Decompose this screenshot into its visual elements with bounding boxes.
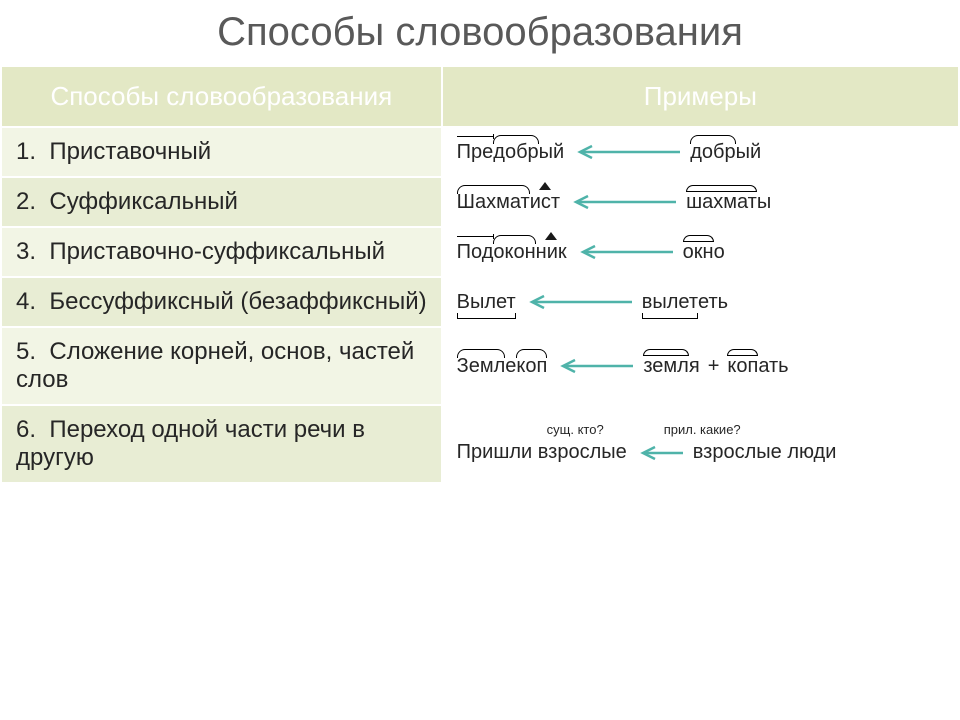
table-row: 1. Приставочный Предобрый добрый bbox=[1, 127, 959, 177]
arrow-icon bbox=[524, 293, 634, 311]
derived-phrase: Пришли взрослые bbox=[457, 441, 627, 464]
pos-label: сущ. кто? bbox=[547, 422, 604, 437]
root: окон bbox=[493, 241, 535, 264]
derived-word: Шахматист bbox=[457, 191, 560, 214]
arrow-icon bbox=[635, 444, 685, 462]
source-word: шахматы bbox=[686, 191, 771, 214]
root: Земл bbox=[457, 355, 506, 378]
arrow-icon bbox=[555, 357, 635, 375]
root: коп bbox=[727, 355, 758, 378]
root: окн bbox=[683, 241, 714, 264]
ending: я bbox=[689, 355, 700, 377]
link-vowel: е bbox=[505, 355, 516, 377]
ending: ый bbox=[736, 141, 762, 163]
method-cell: 2. Суффиксальный bbox=[1, 177, 442, 227]
example-cell: Вылет вылететь bbox=[442, 277, 959, 327]
ending: о bbox=[714, 241, 725, 263]
col-examples: Примеры bbox=[442, 66, 959, 127]
row-num: 1. bbox=[16, 138, 36, 165]
suffix: ник bbox=[536, 241, 567, 264]
plus-sign: + bbox=[708, 355, 720, 378]
col-method: Способы словообразования bbox=[1, 66, 442, 127]
source-phrase: взрослые люди bbox=[693, 441, 837, 464]
table-row: 3. Приставочно-суффиксальный Подоконник … bbox=[1, 227, 959, 277]
root: добр bbox=[493, 141, 538, 164]
method-cell: 4. Бессуффиксный (безаффиксный) bbox=[1, 277, 442, 327]
base: Вылет bbox=[457, 291, 516, 314]
derived-word: Землекоп bbox=[457, 355, 548, 378]
example-cell: сущ. кто? прил. какие? Пришли взрослые в… bbox=[442, 405, 959, 483]
method-label: Переход одной части речи в другую bbox=[16, 416, 365, 471]
ending: еть bbox=[698, 291, 728, 313]
method-cell: 3. Приставочно-суффиксальный bbox=[1, 227, 442, 277]
row-num: 5. bbox=[16, 338, 36, 365]
page-title: Способы словообразования bbox=[0, 0, 960, 65]
table-header-row: Способы словообразования Примеры bbox=[1, 66, 959, 127]
method-cell: 5. Сложение корней, основ, частей слов bbox=[1, 327, 442, 405]
example-cell: Шахматист шахматы bbox=[442, 177, 959, 227]
derived-word: Вылет bbox=[457, 291, 516, 314]
prefix: Под bbox=[457, 241, 494, 264]
root: земл bbox=[643, 355, 689, 378]
pos-label: прил. какие? bbox=[664, 422, 741, 437]
derived-word: Подоконник bbox=[457, 241, 567, 264]
method-cell: 1. Приставочный bbox=[1, 127, 442, 177]
method-cell: 6. Переход одной части речи в другую bbox=[1, 405, 442, 483]
arrow-icon bbox=[575, 243, 675, 261]
example-cell: Подоконник окно bbox=[442, 227, 959, 277]
arrow-icon bbox=[568, 193, 678, 211]
arrow-icon bbox=[572, 143, 682, 161]
row-num: 4. bbox=[16, 288, 36, 315]
table-row: 5. Сложение корней, основ, частей слов З… bbox=[1, 327, 959, 405]
method-label: Суффиксальный bbox=[49, 188, 238, 215]
ending: ать bbox=[758, 355, 788, 377]
root: Шахмат bbox=[457, 191, 530, 214]
method-label: Сложение корней, основ, частей слов bbox=[16, 338, 414, 393]
base: вылет bbox=[642, 291, 698, 314]
method-label: Приставочный bbox=[49, 138, 211, 165]
root: коп bbox=[516, 355, 547, 378]
source-word-2: копать bbox=[727, 355, 788, 378]
row-num: 6. bbox=[16, 416, 36, 443]
source-word: земля bbox=[643, 355, 699, 378]
ending: ы bbox=[757, 191, 771, 213]
derived-word: Предобрый bbox=[457, 141, 565, 164]
root: шахмат bbox=[686, 191, 757, 214]
source-word: окно bbox=[683, 241, 725, 264]
prefix: Пре bbox=[457, 141, 494, 164]
row-num: 3. bbox=[16, 238, 36, 265]
table-row: 2. Суффиксальный Шахматист шахматы bbox=[1, 177, 959, 227]
table-row: 6. Переход одной части речи в другую сущ… bbox=[1, 405, 959, 483]
word-formation-table: Способы словообразования Примеры 1. Прис… bbox=[0, 65, 960, 484]
suffix: ист bbox=[530, 191, 560, 214]
method-label: Бессуффиксный (безаффиксный) bbox=[49, 288, 426, 315]
page: Способы словообразования Способы словооб… bbox=[0, 0, 960, 720]
method-label: Приставочно-суффиксальный bbox=[49, 238, 385, 265]
root: добр bbox=[690, 141, 735, 164]
example-cell: Землекоп земля + копать bbox=[442, 327, 959, 405]
source-word: вылететь bbox=[642, 291, 728, 314]
table-row: 4. Бессуффиксный (безаффиксный) Вылет вы… bbox=[1, 277, 959, 327]
example-cell: Предобрый добрый bbox=[442, 127, 959, 177]
source-word: добрый bbox=[690, 141, 761, 164]
ending: ый bbox=[539, 141, 565, 163]
row-num: 2. bbox=[16, 188, 36, 215]
